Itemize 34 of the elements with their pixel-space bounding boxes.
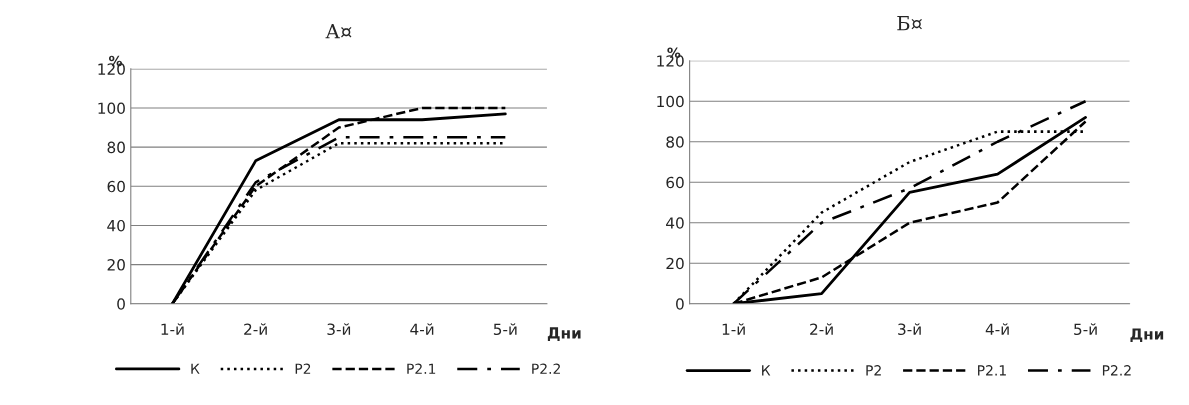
legend-label: Р2.1 bbox=[978, 365, 1006, 376]
legend-label: Р2.2 bbox=[532, 363, 560, 374]
legend-label: Р2 bbox=[295, 363, 311, 374]
y-tick-label: 0 bbox=[676, 298, 684, 310]
y-tick-label: 100 bbox=[98, 102, 125, 115]
x-tick-label: 4-й bbox=[410, 323, 434, 335]
x-tick-label: 5-й bbox=[1074, 323, 1097, 336]
y-tick-label: 40 bbox=[666, 217, 684, 229]
legend-label: К bbox=[191, 363, 200, 374]
x-tick-label: 5-й bbox=[493, 323, 517, 336]
y-tick-label: 80 bbox=[107, 141, 125, 154]
x-tick-label: 3-й bbox=[327, 323, 351, 336]
y-tick-label: 20 bbox=[107, 259, 125, 271]
chart-title: Б¤ bbox=[897, 16, 922, 31]
chart-title: А¤ bbox=[325, 24, 352, 39]
y-tick-label: 100 bbox=[657, 95, 684, 108]
legend-label: К bbox=[762, 365, 771, 376]
x-axis-title: Дни bbox=[547, 327, 581, 341]
legend-label: Р2.1 bbox=[407, 363, 436, 374]
x-tick-label: 4-й bbox=[985, 323, 1009, 335]
legend-label: Р2.2 bbox=[1102, 365, 1131, 376]
y-tick-label: 40 bbox=[107, 219, 125, 232]
y-tick-label: 60 bbox=[107, 180, 125, 193]
y-tick-label: 80 bbox=[666, 136, 684, 148]
x-axis-title: Дни bbox=[1130, 328, 1164, 342]
y-tick-label: 20 bbox=[666, 257, 684, 270]
x-tick-label: 2-й bbox=[244, 323, 267, 335]
x-tick-label: 1-й bbox=[161, 323, 184, 335]
x-tick-label: 1-й bbox=[722, 323, 745, 335]
legend-label: Р2 bbox=[866, 365, 881, 376]
x-tick-label: 2-й bbox=[810, 323, 833, 335]
x-tick-label: 3-й bbox=[898, 323, 921, 336]
y-tick-label: 0 bbox=[117, 298, 125, 310]
y-tick-label: 60 bbox=[666, 176, 684, 189]
